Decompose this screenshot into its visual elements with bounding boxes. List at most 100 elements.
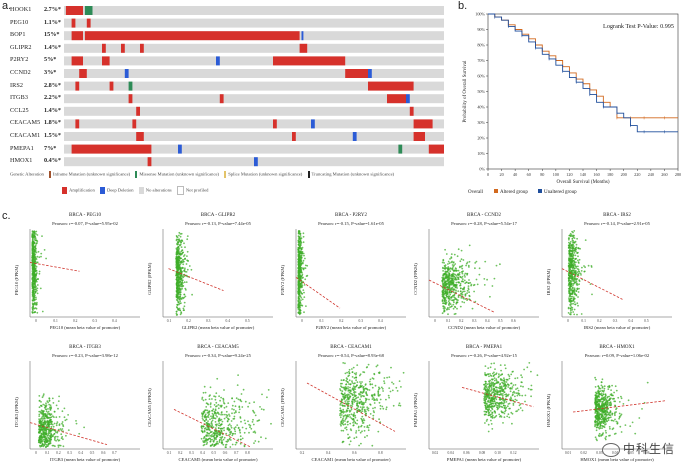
scatter-point bbox=[180, 257, 183, 260]
scatter-point bbox=[504, 407, 507, 410]
scatter-point bbox=[607, 412, 610, 414]
scatter-point bbox=[41, 396, 44, 399]
scatter-point bbox=[347, 407, 350, 410]
scatter-point bbox=[464, 282, 467, 285]
scatter-point bbox=[505, 401, 508, 403]
scatter-point bbox=[489, 401, 492, 403]
scatter-point bbox=[474, 300, 477, 303]
scatter-point bbox=[297, 230, 300, 232]
scatter-xtick-label: 0 bbox=[35, 451, 37, 455]
scatter-point bbox=[488, 405, 491, 408]
scatter-point bbox=[202, 418, 204, 421]
scatter-point bbox=[360, 382, 362, 385]
scatter-point bbox=[367, 409, 370, 412]
scatter-point bbox=[487, 373, 490, 376]
scatter-point bbox=[204, 414, 206, 417]
scatter-point bbox=[488, 397, 490, 400]
scatter-xtick-label: 0.1 bbox=[167, 451, 172, 455]
scatter-point bbox=[570, 254, 573, 257]
scatter-point bbox=[234, 410, 237, 412]
scatter-point bbox=[573, 248, 576, 250]
scatter-point bbox=[176, 236, 179, 239]
scatter-point bbox=[609, 416, 612, 419]
scatter-point bbox=[46, 445, 49, 447]
oncoprint-alteration bbox=[71, 31, 83, 41]
scatter-point bbox=[569, 307, 572, 310]
scatter-point bbox=[571, 287, 574, 290]
scatter-point bbox=[38, 431, 40, 434]
scatter-point bbox=[176, 276, 178, 279]
scatter-point bbox=[377, 393, 380, 396]
scatter-point bbox=[34, 278, 37, 280]
scatter-point bbox=[231, 397, 233, 399]
scatter-point bbox=[341, 422, 344, 425]
scatter-point bbox=[392, 404, 395, 407]
scatter-point bbox=[43, 249, 46, 251]
scatter-point bbox=[378, 418, 380, 421]
scatter-point bbox=[448, 268, 451, 271]
scatter-point bbox=[503, 412, 506, 415]
scatter-point bbox=[186, 255, 188, 257]
scatter-point bbox=[178, 255, 181, 258]
scatter-point bbox=[572, 280, 575, 282]
scatter-point bbox=[368, 398, 370, 401]
scatter-point bbox=[450, 253, 453, 255]
scatter-point bbox=[204, 391, 207, 394]
scatter-point bbox=[451, 286, 454, 289]
scatter-point bbox=[56, 438, 59, 441]
scatter-point bbox=[567, 312, 570, 314]
scatter-point bbox=[42, 431, 45, 434]
scatter-point bbox=[530, 370, 532, 373]
scatter-point bbox=[31, 273, 34, 276]
scatter-point bbox=[483, 386, 486, 389]
scatter-point bbox=[40, 401, 42, 403]
scatter-point bbox=[568, 259, 571, 262]
scatter-point bbox=[486, 278, 488, 281]
scatter-point bbox=[568, 274, 570, 277]
scatter-point bbox=[388, 396, 390, 399]
scatter-point bbox=[228, 413, 230, 416]
scatter-point bbox=[43, 421, 45, 424]
scatter-xtick-label: 0.10 bbox=[495, 451, 501, 455]
scatter-ylabel: GLIPR2 (FPKM) bbox=[147, 262, 152, 295]
scatter-point bbox=[484, 410, 487, 413]
scatter-point bbox=[348, 410, 351, 413]
scatter-xtick-label: 0.2 bbox=[597, 319, 602, 323]
scatter-point bbox=[348, 436, 351, 439]
scatter-point bbox=[459, 284, 461, 287]
scatter-point bbox=[35, 265, 38, 268]
scatter-point bbox=[571, 265, 574, 267]
scatter-point bbox=[215, 434, 218, 436]
scatter-point bbox=[584, 266, 586, 269]
scatter-point bbox=[458, 281, 461, 284]
legend-missense: Missense Mutation (unknown significance) bbox=[139, 171, 220, 177]
scatter-point bbox=[530, 384, 533, 387]
scatter-point bbox=[186, 250, 189, 253]
scatter-point bbox=[369, 383, 372, 386]
scatter-point bbox=[605, 435, 608, 438]
scatter-point bbox=[339, 402, 342, 405]
scatter-point bbox=[452, 295, 454, 297]
scatter-point bbox=[214, 443, 216, 446]
scatter-point bbox=[206, 441, 209, 444]
scatter-point bbox=[206, 423, 208, 426]
scatter-point bbox=[340, 420, 343, 423]
scatter-point bbox=[569, 294, 571, 297]
scatter-point bbox=[495, 391, 497, 393]
scatter-point bbox=[47, 428, 49, 430]
oncoprint-alteration bbox=[71, 144, 152, 154]
scatter-point bbox=[215, 401, 218, 404]
scatter-point bbox=[474, 262, 477, 264]
km-ytick-label: 0% bbox=[479, 167, 485, 172]
scatter-point bbox=[211, 398, 213, 400]
scatter-point bbox=[359, 398, 361, 401]
scatter-point bbox=[573, 237, 576, 239]
km-ytick-label: 100% bbox=[475, 12, 485, 17]
scatter-point bbox=[210, 422, 213, 424]
scatter-point bbox=[350, 413, 353, 416]
scatter-point bbox=[487, 390, 489, 393]
scatter-point bbox=[344, 388, 347, 390]
oncoprint-alteration bbox=[79, 69, 87, 78]
scatter-point bbox=[207, 432, 210, 435]
scatter-point bbox=[491, 392, 493, 394]
